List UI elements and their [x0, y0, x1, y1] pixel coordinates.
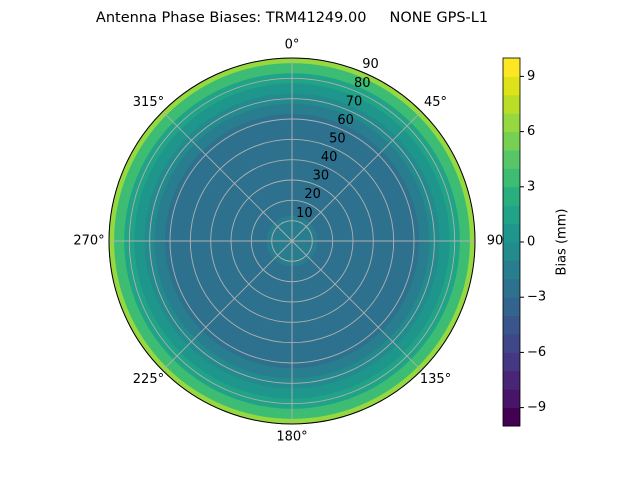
theta-tick-label: 135° — [420, 372, 451, 387]
theta-tick-label: 90 — [487, 234, 504, 249]
spoke-grid-line — [291, 111, 422, 242]
ring-grid-line — [169, 118, 415, 364]
ring-grid-line — [189, 138, 395, 344]
colorbar-tick-label: 0 — [527, 235, 535, 250]
colorbar-band — [503, 186, 520, 206]
colorbar-tick-label: 6 — [527, 124, 535, 139]
colorbar-band — [503, 168, 520, 188]
colorbar-band — [503, 370, 520, 390]
r-tick-label: 70 — [346, 94, 363, 109]
colorbar-band — [503, 334, 520, 353]
theta-tick-label: 45° — [424, 95, 447, 110]
r-tick-label: 60 — [337, 113, 354, 128]
r-tick-label: 30 — [313, 169, 330, 184]
theta-tick-label: 180° — [276, 430, 307, 445]
colorbar-band — [503, 150, 520, 169]
colorbar-band — [503, 113, 520, 133]
colorbar-band — [503, 242, 520, 261]
colorbar-band — [503, 315, 520, 335]
colorbar-tick-label: −6 — [527, 345, 546, 360]
ring-grid-line — [128, 77, 456, 405]
colorbar-band — [503, 76, 520, 96]
polar-frame — [108, 57, 476, 425]
r-tick-label: 40 — [321, 150, 338, 165]
colorbar-band — [503, 389, 520, 409]
r-tick-label: 90 — [362, 57, 379, 72]
ring-grid-line — [271, 220, 313, 262]
colorbar-tick-label: −3 — [527, 290, 546, 305]
chart-title: Antenna Phase Biases: TRM41249.00 NONE G… — [96, 10, 488, 26]
colorbar-tick-label: −9 — [527, 400, 546, 415]
theta-tick-label: 270° — [73, 234, 104, 249]
theta-tick-label: 225° — [133, 372, 164, 387]
ring-grid-line — [149, 98, 435, 384]
colorbar-band — [503, 260, 520, 280]
colorbar-band — [503, 297, 520, 317]
r-tick-label: 50 — [329, 131, 346, 146]
colorbar-band — [503, 94, 520, 114]
colorbar-band — [503, 58, 520, 77]
spoke-grid-line — [162, 240, 293, 371]
colorbar-tick-label: 9 — [527, 69, 535, 84]
r-tick-label: 10 — [296, 206, 313, 221]
colorbar-band — [503, 278, 520, 298]
colorbar-label: Bias (mm) — [555, 209, 570, 276]
ring-grid-line — [230, 179, 354, 303]
colorbar-band — [503, 352, 520, 372]
ring-grid-line — [210, 159, 374, 323]
colorbar-band — [503, 131, 520, 151]
colorbar-tick-label: 3 — [527, 179, 535, 194]
theta-tick-label: 315° — [133, 95, 164, 110]
theta-tick-label: 0° — [285, 38, 300, 53]
spoke-grid-line — [291, 240, 422, 371]
ring-grid-line — [250, 199, 334, 283]
colorbar-band — [503, 407, 520, 427]
spoke-grid-line — [162, 111, 293, 242]
r-tick-label: 80 — [354, 76, 371, 91]
colorbar-band — [503, 223, 520, 243]
r-tick-label: 20 — [304, 187, 321, 202]
colorbar-band — [503, 205, 520, 225]
